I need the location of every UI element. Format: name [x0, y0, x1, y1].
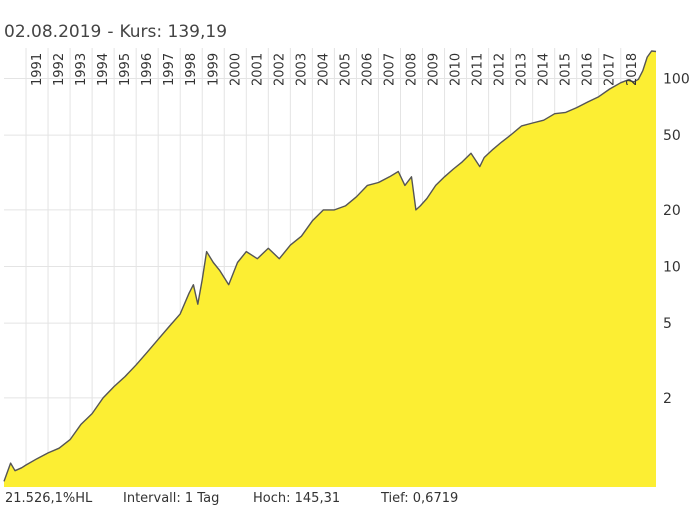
- x-tick-label: 2011: [471, 53, 486, 86]
- x-tick-label: 2010: [449, 53, 464, 86]
- x-tick-label: 2009: [427, 53, 442, 86]
- x-tick-label: 2000: [228, 53, 243, 86]
- y-tick-label: 10: [663, 260, 681, 276]
- y-tick-label: 5: [663, 316, 672, 332]
- x-tick-label: 2014: [537, 53, 552, 86]
- x-tick-label: 2005: [338, 53, 353, 86]
- x-tick-label: 1995: [118, 53, 133, 86]
- area-layer: [3, 50, 657, 487]
- x-axis: 1991 1992 1993 1994 1995 1996 1997 1998 1999 2000…: [30, 53, 640, 86]
- x-tick-label: 2008: [405, 53, 420, 86]
- x-tick-label: 1991: [30, 53, 45, 86]
- x-tick-label: 1993: [74, 53, 89, 86]
- x-tick-label: 2016: [581, 53, 596, 86]
- x-tick-label: 1992: [52, 53, 67, 86]
- x-tick-label: 2015: [559, 53, 574, 86]
- header-price: Kurs: 139,19: [119, 22, 228, 42]
- y-tick-label: 50: [663, 128, 681, 144]
- price-line: [3, 50, 657, 482]
- x-tick-label: 2004: [316, 53, 331, 86]
- y-tick-label: 2: [663, 391, 672, 407]
- x-tick-label: 2006: [360, 53, 375, 86]
- x-tick-label: 2007: [382, 53, 397, 86]
- chart-footer: 21.526,1%HL Intervall: 1 Tag Hoch: 145,3…: [5, 491, 491, 506]
- x-tick-label: 2017: [603, 53, 618, 86]
- x-tick-label: 1996: [140, 53, 155, 86]
- x-tick-label: 1997: [162, 53, 177, 86]
- x-tick-label: 2003: [294, 53, 309, 86]
- footer-high: Hoch: 145,31: [253, 491, 341, 506]
- x-tick-label: 2013: [515, 53, 530, 86]
- x-tick-label: 2012: [493, 53, 508, 86]
- chart-header: 02.08.2019- Kurs: 139,19: [4, 22, 227, 42]
- y-axis: 100 50 20 10 5 2: [663, 72, 690, 407]
- footer-performance: 21.526,1%HL: [5, 491, 93, 506]
- y-tick-label: 100: [663, 72, 690, 88]
- x-tick-label: 2002: [272, 53, 287, 86]
- y-tick-label: 20: [663, 203, 681, 219]
- footer-low: Tief: 0,6719: [381, 491, 459, 506]
- price-chart: 1991 1992 1993 1994 1995 1996 1997 1998 1999 2000…: [3, 48, 690, 487]
- x-tick-label: 1999: [206, 53, 221, 86]
- x-tick-label: 1994: [96, 53, 111, 86]
- x-tick-label: 2001: [250, 53, 265, 86]
- price-area: [4, 51, 656, 487]
- header-date: 02.08.2019: [4, 22, 102, 42]
- x-tick-label: 2018: [625, 53, 640, 86]
- header-separator: -: [107, 22, 114, 42]
- x-tick-label: 1998: [184, 53, 199, 86]
- footer-interval: Intervall: 1 Tag: [123, 491, 220, 506]
